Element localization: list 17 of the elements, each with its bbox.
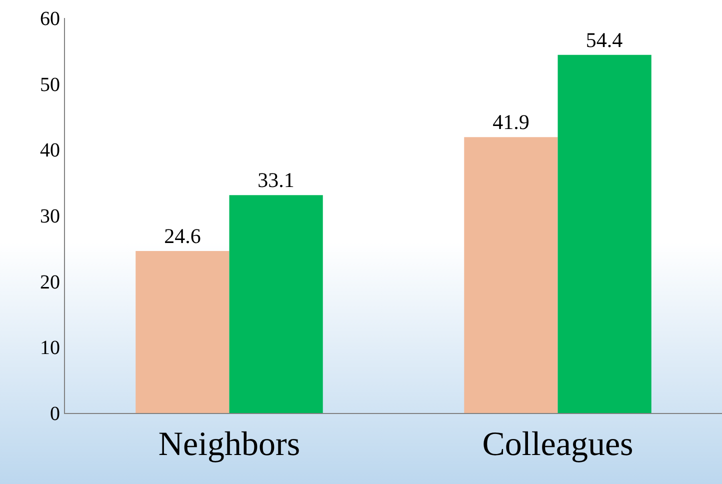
data-label: 24.6 — [164, 224, 201, 248]
bar — [136, 251, 230, 413]
y-tick-label: 50 — [40, 74, 60, 96]
y-tick-label: 60 — [40, 8, 60, 30]
x-tick-label: Neighbors — [158, 426, 300, 463]
y-tick-label: 30 — [40, 206, 60, 228]
y-tick-label: 0 — [50, 403, 60, 425]
data-label: 33.1 — [258, 168, 294, 192]
bar — [464, 137, 558, 413]
bar — [229, 195, 323, 413]
bar — [558, 54, 652, 413]
x-tick-label: Colleagues — [482, 426, 634, 463]
y-tick-label: 20 — [40, 271, 60, 294]
data-label: 54.4 — [586, 28, 624, 52]
y-tick-label: 40 — [40, 140, 60, 162]
data-label: 41.9 — [492, 110, 530, 134]
y-tick-label: 10 — [40, 337, 60, 360]
